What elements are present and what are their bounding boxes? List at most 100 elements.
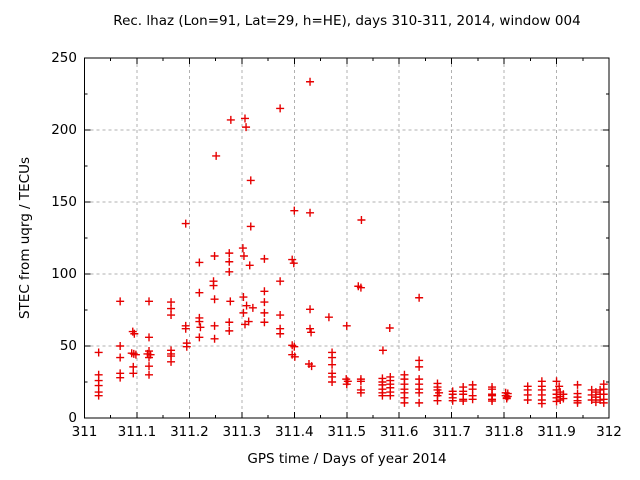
data-point	[240, 114, 249, 123]
data-point	[591, 398, 600, 407]
data-point	[307, 362, 316, 371]
data-point	[276, 104, 285, 113]
y-tick-label: 50	[59, 338, 77, 354]
data-point	[378, 391, 387, 400]
y-tick-label: 0	[68, 410, 77, 426]
data-point	[238, 244, 247, 253]
data-point	[537, 399, 546, 408]
x-tick-label: 311.9	[537, 424, 576, 440]
data-point	[127, 349, 136, 358]
data-point	[488, 397, 497, 406]
data-point	[239, 308, 248, 317]
data-point	[181, 324, 190, 333]
data-point	[559, 394, 568, 403]
data-point	[260, 308, 269, 317]
data-point	[260, 254, 269, 263]
x-tick-label: 311.6	[379, 424, 419, 440]
y-axis-title: STEC from uqrg / TECUs	[17, 156, 33, 320]
data-point	[288, 255, 297, 264]
data-point	[468, 395, 477, 404]
data-point	[555, 382, 564, 391]
data-point	[240, 320, 249, 329]
y-tick-label: 250	[51, 50, 77, 66]
x-tick-label: 311.1	[117, 424, 157, 440]
data-point	[210, 295, 219, 304]
data-point	[131, 350, 140, 359]
data-point	[356, 283, 365, 292]
data-point	[328, 378, 337, 386]
data-point	[226, 115, 235, 124]
data-point	[129, 369, 138, 378]
data-point	[225, 326, 234, 335]
data-point	[145, 297, 154, 306]
data-point	[415, 388, 424, 397]
data-point	[448, 396, 457, 405]
data-point	[502, 394, 511, 403]
data-point	[276, 329, 285, 338]
data-point	[145, 362, 154, 371]
data-point	[306, 77, 315, 86]
data-point	[433, 396, 442, 405]
data-point	[260, 298, 269, 307]
data-point	[225, 318, 234, 327]
x-tick-label: 311.2	[170, 424, 209, 440]
data-point	[195, 288, 204, 297]
data-point	[129, 349, 138, 358]
data-point	[552, 377, 561, 386]
data-point	[328, 360, 337, 369]
data-point	[225, 267, 234, 276]
data-point	[225, 249, 234, 258]
x-axis-title: GPS time / Days of year 2014	[247, 451, 447, 467]
data-point	[306, 208, 315, 217]
x-tick-label: 311.8	[484, 424, 524, 440]
x-tick-label: 311.3	[222, 424, 262, 440]
x-tick-label: 311.5	[327, 424, 367, 440]
data-point	[246, 222, 255, 231]
data-point	[210, 321, 219, 330]
data-point	[196, 323, 205, 332]
data-point	[225, 257, 234, 266]
data-point	[116, 297, 125, 306]
data-point	[167, 311, 176, 320]
data-point	[288, 341, 297, 350]
data-point	[195, 258, 204, 267]
data-point	[552, 397, 561, 406]
data-point	[210, 252, 219, 260]
data-point	[182, 342, 191, 351]
data-point	[209, 281, 218, 290]
data-point	[248, 303, 257, 312]
data-point	[116, 373, 125, 382]
y-tick-label: 150	[51, 194, 77, 210]
data-point	[357, 216, 366, 224]
data-point	[400, 398, 409, 407]
data-point	[328, 353, 337, 362]
data-point	[245, 261, 254, 270]
data-point	[276, 311, 285, 320]
data-point	[385, 324, 394, 332]
data-point	[242, 123, 251, 132]
data-point	[289, 259, 298, 268]
data-point	[94, 391, 103, 400]
data-point	[116, 353, 125, 362]
data-point	[239, 293, 248, 302]
data-point	[226, 297, 235, 306]
data-point	[386, 391, 395, 400]
data-point	[342, 321, 351, 330]
data-point	[94, 348, 103, 357]
data-point	[145, 333, 154, 342]
data-point	[378, 346, 387, 355]
data-point	[599, 398, 608, 407]
data-point	[239, 252, 248, 260]
data-point	[212, 151, 221, 160]
data-point	[342, 380, 351, 389]
data-point	[356, 388, 365, 397]
x-tick-label: 311.4	[274, 424, 314, 440]
data-point	[415, 293, 424, 302]
x-tick-label: 311	[71, 424, 98, 440]
data-point	[523, 396, 532, 404]
y-tick-label: 200	[51, 122, 77, 138]
data-point	[573, 398, 582, 407]
data-point	[260, 287, 269, 296]
